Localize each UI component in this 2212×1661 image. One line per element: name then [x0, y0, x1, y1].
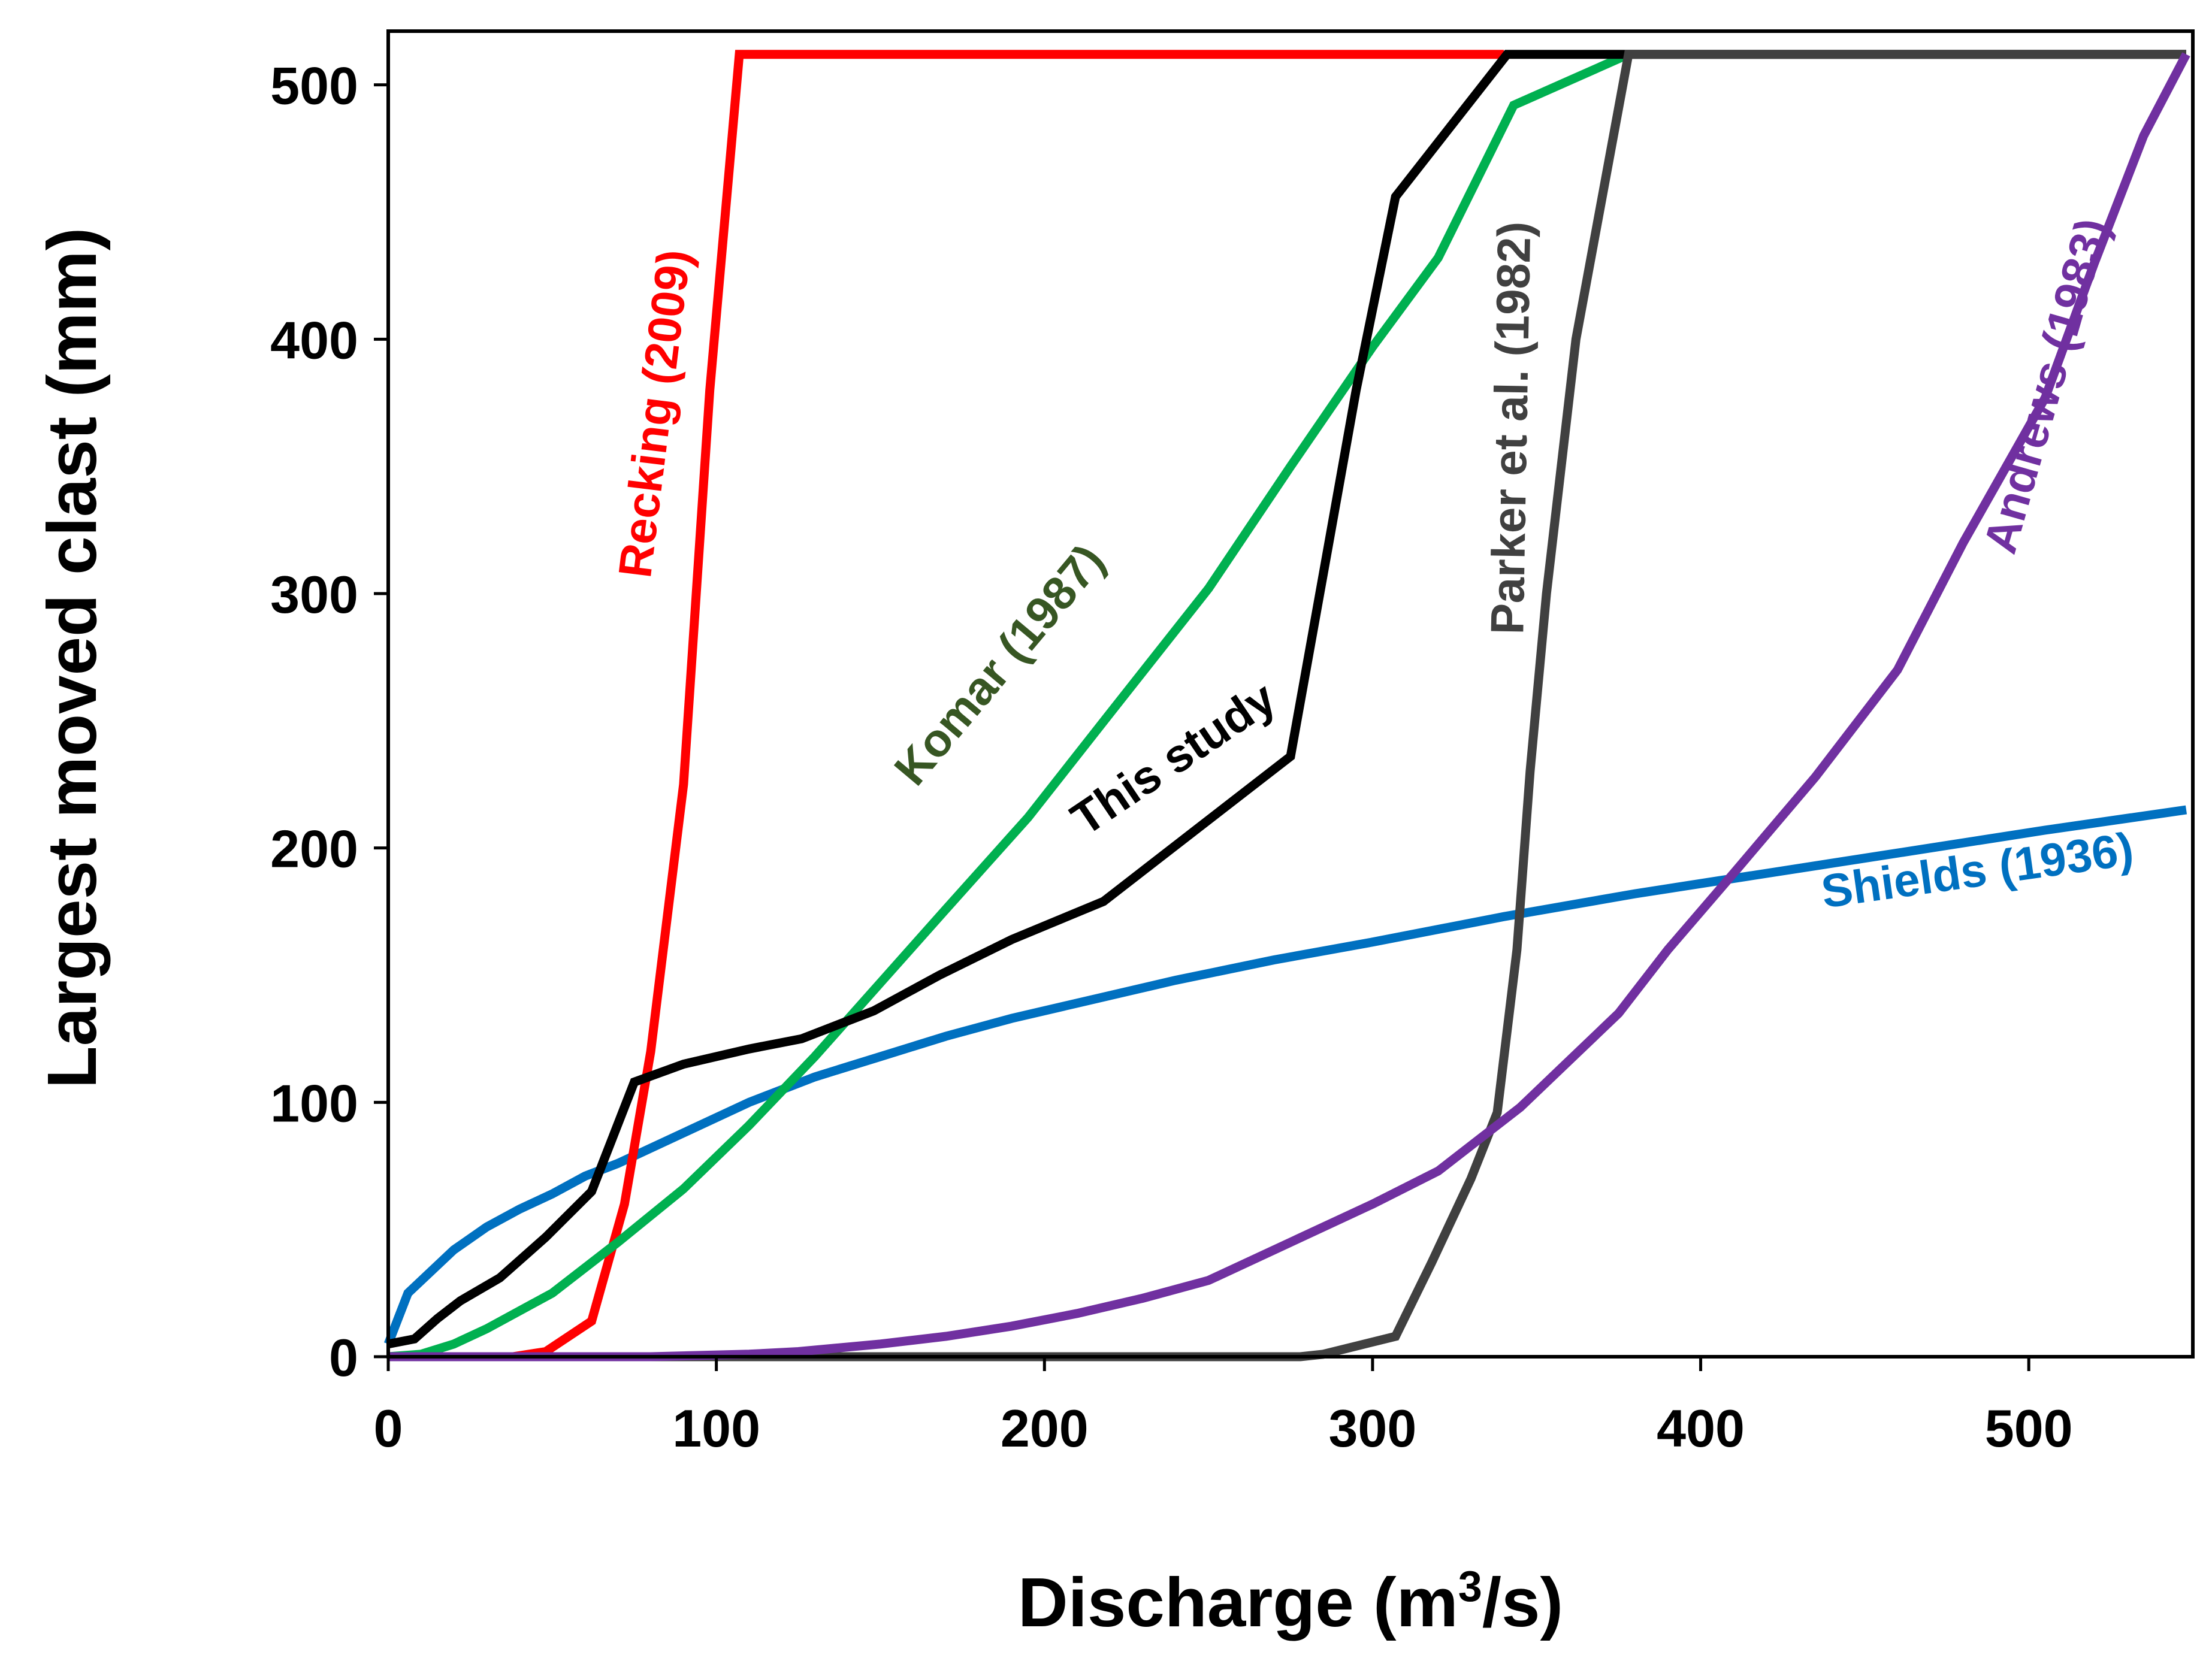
- series-curves: [384, 50, 2190, 1362]
- y-tick-label: 300: [270, 565, 358, 624]
- x-tick-label: 100: [672, 1399, 760, 1458]
- x-axis-title-tail: /s): [1482, 1563, 1563, 1641]
- y-axis-ticks: 0 100 200 300 400 500: [270, 56, 388, 1387]
- x-axis-ticks: 0 100 200 300 400 500: [374, 1357, 2073, 1458]
- series-line-andrews-1983: [388, 52, 2190, 1362]
- series-line-komar-1987: [388, 50, 1631, 1362]
- x-axis-title-superscript: 3: [1458, 1563, 1482, 1611]
- y-tick-label: 100: [270, 1073, 358, 1133]
- x-tick-label: 200: [1001, 1399, 1089, 1458]
- x-tick-label: 400: [1657, 1399, 1745, 1458]
- x-tick-label: 0: [374, 1399, 403, 1458]
- y-tick-label: 0: [329, 1328, 358, 1387]
- series-label-parker-et-al-1982: Parker et al. (1982): [1480, 221, 1540, 635]
- y-tick-label: 400: [270, 310, 358, 370]
- series-line-parker-et-al-1982: [388, 50, 2186, 1362]
- plot-area-frame: [386, 29, 2195, 1359]
- y-tick-label: 500: [270, 56, 358, 116]
- x-axis-title: Discharge (m3/s): [1018, 1563, 1563, 1641]
- y-axis-title: Largest moved clast (mm): [33, 228, 111, 1089]
- series-line-this-study: [387, 50, 2186, 1349]
- y-tick-label: 200: [270, 819, 358, 879]
- x-tick-label: 500: [1985, 1399, 2073, 1458]
- x-tick-label: 300: [1328, 1399, 1416, 1458]
- x-axis-title-main: Discharge (m: [1018, 1563, 1458, 1641]
- series-line-shields-1936: [384, 805, 2187, 1346]
